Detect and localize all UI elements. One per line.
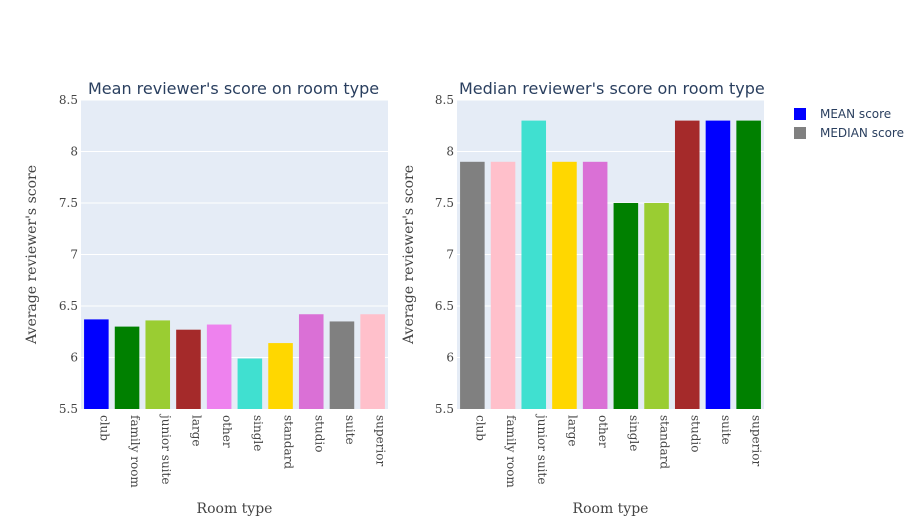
bar-studio[interactable] — [298, 314, 324, 409]
x-tick-label: studio — [688, 415, 702, 452]
x-tick-label: other — [220, 415, 234, 448]
x-axis-title: Room type — [573, 501, 649, 517]
legend-item[interactable]: MEAN score — [794, 107, 891, 121]
bar-single[interactable] — [237, 358, 263, 409]
y-tick-label: 5.5 — [59, 402, 78, 416]
bar-club[interactable] — [460, 161, 485, 409]
bar-other[interactable] — [206, 324, 232, 409]
x-tick-label: junior suite — [535, 413, 549, 484]
y-tick-label: 7.5 — [59, 196, 78, 210]
bar-superior[interactable] — [736, 120, 761, 409]
y-tick-label: 8 — [70, 145, 78, 159]
y-tick-label: 6.5 — [435, 299, 454, 313]
x-tick-label: club — [97, 415, 111, 441]
x-tick-label: suite — [343, 415, 357, 445]
bar-single[interactable] — [613, 203, 639, 409]
x-tick-label: superior — [750, 415, 764, 466]
x-tick-label: other — [596, 415, 610, 448]
bar-club[interactable] — [84, 319, 109, 409]
y-axis-title: Average reviewer's score — [401, 165, 417, 345]
bar-suite[interactable] — [329, 321, 355, 409]
y-tick-label: 6 — [446, 351, 454, 365]
bar-junior-suite[interactable] — [521, 120, 547, 409]
x-axis-title: Room type — [197, 501, 273, 517]
bar-family-room[interactable] — [114, 326, 140, 409]
y-tick-label: 7 — [446, 248, 454, 262]
x-tick-label: single — [627, 415, 641, 451]
x-tick-label: family room — [504, 415, 518, 488]
bar-large[interactable] — [176, 329, 201, 409]
y-tick-label: 8.5 — [59, 93, 78, 107]
bar-standard[interactable] — [268, 343, 293, 409]
chart-title: Median reviewer's score on room type — [459, 79, 765, 98]
bar-family-room[interactable] — [490, 161, 516, 409]
x-tick-label: club — [473, 415, 487, 441]
bar-junior-suite[interactable] — [145, 320, 171, 409]
bar-standard[interactable] — [644, 203, 669, 409]
legend-swatch — [794, 127, 806, 139]
y-tick-label: 6.5 — [59, 299, 78, 313]
chart-title: Mean reviewer's score on room type — [88, 79, 379, 98]
bar-suite[interactable] — [705, 120, 731, 409]
x-tick-label: large — [565, 415, 579, 447]
bar-superior[interactable] — [360, 314, 385, 409]
y-tick-label: 8 — [446, 145, 454, 159]
x-tick-label: studio — [312, 415, 326, 452]
y-tick-label: 6 — [70, 351, 78, 365]
legend-swatch — [794, 108, 806, 120]
x-tick-label: single — [251, 415, 265, 451]
x-tick-label: standard — [282, 415, 296, 469]
y-tick-label: 5.5 — [435, 402, 454, 416]
bar-other[interactable] — [582, 161, 608, 409]
x-tick-label: family room — [128, 415, 142, 488]
legend-item[interactable]: MEDIAN score — [794, 126, 904, 140]
y-axis-title: Average reviewer's score — [24, 165, 40, 345]
legend-label: MEDIAN score — [820, 126, 904, 140]
chart-panel-1: 5.5 6 6.5 7 7.5 8 8.5 club family room junior sui… — [24, 79, 388, 517]
x-tick-label: junior suite — [159, 413, 173, 484]
legend-label: MEAN score — [820, 107, 891, 121]
y-tick-label: 8.5 — [435, 93, 454, 107]
chart-panel-2: 5.5 6 6.5 7 7.5 8 8.5 club family room junior sui… — [401, 79, 765, 517]
bar-studio[interactable] — [674, 120, 700, 409]
x-tick-label: standard — [658, 415, 672, 469]
x-tick-label: suite — [719, 415, 733, 445]
x-tick-label: large — [189, 415, 203, 447]
y-tick-label: 7.5 — [435, 196, 454, 210]
x-tick-label: superior — [374, 415, 388, 466]
bar-large[interactable] — [552, 161, 577, 409]
y-tick-label: 7 — [70, 248, 78, 262]
legend: MEAN score MEDIAN score — [794, 107, 904, 140]
